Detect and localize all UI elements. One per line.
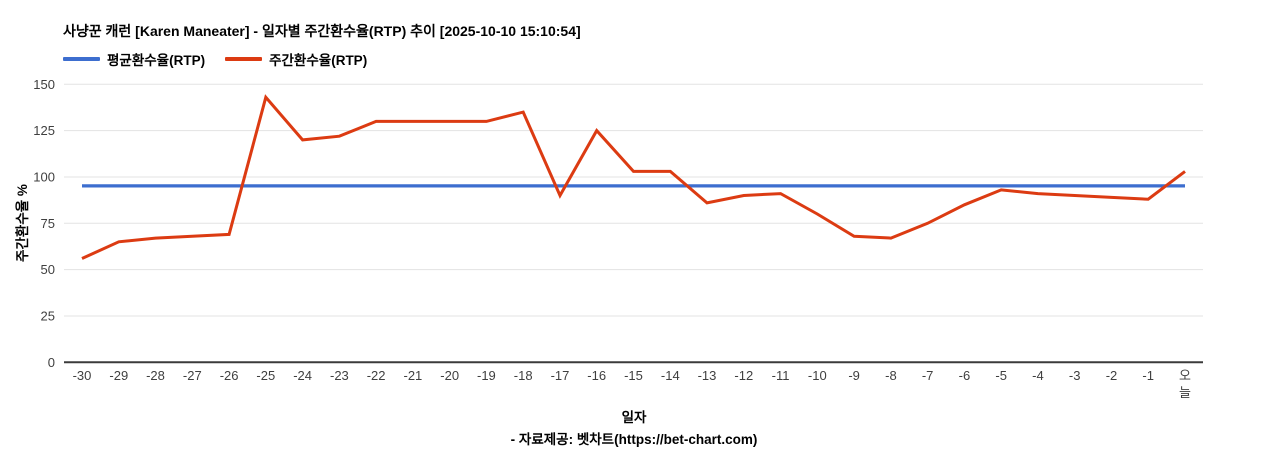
y-tick-label: 75: [41, 216, 55, 231]
x-tick-label: -5: [995, 368, 1007, 383]
x-tick-label: -12: [734, 368, 753, 383]
x-tick-label: -14: [661, 368, 680, 383]
x-tick-label: -29: [109, 368, 128, 383]
x-tick-label: -27: [183, 368, 202, 383]
y-tick-label: 25: [41, 309, 55, 324]
x-tick-label: -21: [404, 368, 423, 383]
x-tick-label: -25: [256, 368, 275, 383]
y-tick-label: 0: [48, 355, 55, 370]
x-tick-label: -3: [1069, 368, 1081, 383]
x-tick-label: -19: [477, 368, 496, 383]
y-tick-label: 125: [33, 123, 55, 138]
x-tick-label: -13: [698, 368, 717, 383]
x-tick-label: -10: [808, 368, 827, 383]
x-tick-label: -15: [624, 368, 643, 383]
x-tick-label: -8: [885, 368, 897, 383]
y-tick-label: 100: [33, 170, 55, 185]
x-tick-label: -17: [551, 368, 570, 383]
x-tick-label: -24: [293, 368, 312, 383]
y-tick-label: 50: [41, 262, 55, 277]
x-tick-label: -30: [73, 368, 92, 383]
x-tick-label: -2: [1106, 368, 1118, 383]
legend-label-weekly-rtp: 주간환수율(RTP): [269, 53, 368, 68]
x-tick-label: -20: [440, 368, 459, 383]
weekly-rtp-line: [81, 94, 1186, 260]
legend: 평균환수율(RTP) 주간환수율(RTP): [63, 49, 367, 69]
chart-title: 사냥꾼 캐런 [Karen Maneater] - 일자별 주간환수율(RTP)…: [63, 23, 581, 39]
x-tick-label: -26: [220, 368, 239, 383]
x-tick-label: -18: [514, 368, 533, 383]
legend-label-average-rtp: 평균환수율(RTP): [107, 53, 206, 68]
y-tick-label: 150: [33, 77, 55, 92]
x-tick-label: -23: [330, 368, 349, 383]
x-tick-label: -28: [146, 368, 165, 383]
x-tick-label: -22: [367, 368, 386, 383]
x-tick-label: -16: [587, 368, 606, 383]
x-axis-title: 일자: [621, 410, 647, 425]
legend-swatch-weekly-rtp: [225, 57, 263, 61]
legend-swatch-average-rtp: [63, 57, 100, 61]
x-tick-label: -4: [1032, 368, 1044, 383]
x-tick-label: -7: [922, 368, 934, 383]
data-source-attribution: - 자료제공: 벳차트(https://bet-chart.com): [510, 432, 758, 447]
x-tick-label: -6: [959, 368, 971, 383]
legend-item-average-rtp: 평균환수율(RTP): [63, 49, 205, 69]
x-tick-label: -9: [848, 368, 860, 383]
x-tick-label: -1: [1142, 368, 1154, 383]
x-tick-label: -11: [772, 368, 790, 383]
legend-item-weekly-rtp: 주간환수율(RTP): [225, 49, 367, 69]
